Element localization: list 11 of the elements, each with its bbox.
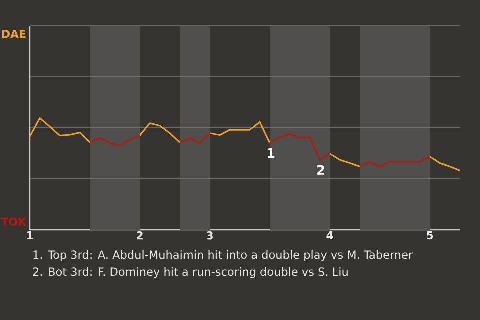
text: DAE xyxy=(2,30,26,38)
x-tick-label: 1 xyxy=(27,232,34,240)
text: 1. Top 3rd: A. Abdul-Muhaimin hit into a double play vs M. Taberner xyxy=(34,250,414,262)
x-tick-label: 5 xyxy=(427,232,434,240)
annotation: 1 xyxy=(268,148,275,158)
annotation: 2 xyxy=(318,165,324,175)
text: TOK xyxy=(1,218,27,226)
x-tick-label: 3 xyxy=(206,232,213,240)
x-tick-label: 4 xyxy=(326,232,334,240)
x-tick-label: 2 xyxy=(137,232,143,240)
text: 2. Bot 3rd: F. Dominey hit a run-scoring double vs S. Liu xyxy=(33,267,348,278)
